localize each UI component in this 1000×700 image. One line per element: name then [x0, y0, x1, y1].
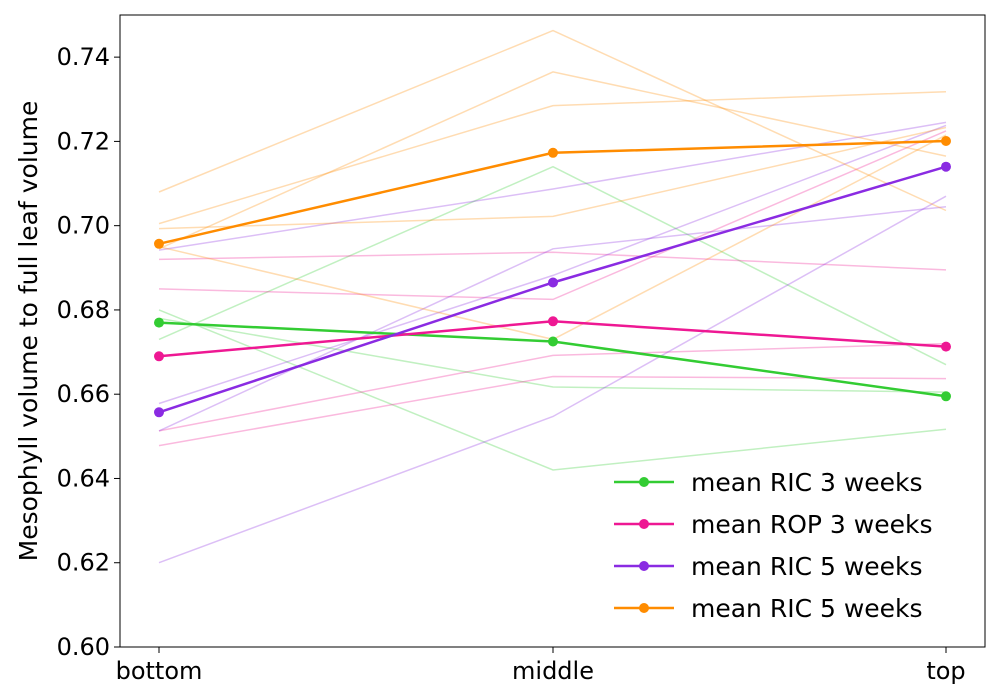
x-tick-label-top: top — [926, 657, 965, 685]
mean-point-3-1 — [548, 147, 558, 158]
legend-label-0: mean RIC 3 weeks — [691, 468, 923, 497]
legend-entry-3: mean RIC 5 weeks — [614, 594, 923, 623]
legend-swatch-marker-3 — [639, 603, 649, 613]
mean-point-0-2 — [941, 391, 951, 402]
individual-line-7 — [158, 195, 947, 564]
y-tick-label-7: 0.74 — [57, 43, 110, 71]
individual-line-0 — [158, 309, 947, 471]
y-axis-label: Mesophyll volume to full leaf volume — [14, 101, 43, 562]
y-tick-label-0: 0.60 — [57, 633, 110, 661]
mean-series-1 — [154, 316, 951, 362]
individual-line-12 — [158, 90, 947, 225]
legend-entry-2: mean RIC 5 weeks — [614, 552, 923, 581]
y-axis: 0.60 0.62 0.64 0.66 0.68 0.70 0.72 0.74 — [57, 43, 120, 661]
mean-series-3 — [154, 136, 951, 249]
mean-point-3-0 — [154, 238, 164, 249]
y-tick-label-1: 0.62 — [57, 549, 110, 577]
individual-line-9 — [158, 124, 947, 405]
legend-entry-0: mean RIC 3 weeks — [614, 468, 923, 497]
x-tick-label-middle: middle — [512, 657, 594, 685]
legend-entry-1: mean ROP 3 weeks — [614, 510, 932, 539]
mean-point-2-1 — [548, 277, 558, 288]
mean-point-3-2 — [941, 136, 951, 146]
mean-point-2-0 — [154, 407, 164, 418]
mean-series-2 — [154, 161, 951, 418]
mean-point-0-0 — [154, 317, 164, 328]
y-tick-label-3: 0.66 — [57, 380, 110, 408]
legend-label-3: mean RIC 5 weeks — [691, 594, 923, 623]
individual-line-1 — [158, 317, 947, 393]
legend-label-2: mean RIC 5 weeks — [691, 552, 923, 581]
legend-swatch-marker-1 — [639, 519, 649, 529]
mean-point-0-1 — [548, 336, 558, 347]
mean-lines — [154, 136, 951, 418]
mean-point-1-1 — [548, 316, 558, 327]
y-tick-label-5: 0.70 — [57, 212, 110, 240]
individual-line-13 — [158, 126, 947, 230]
legend-swatch-marker-0 — [639, 477, 649, 487]
legend-label-1: mean ROP 3 weeks — [691, 510, 932, 539]
legend-swatch-marker-2 — [639, 561, 649, 571]
x-tick-label-bottom: bottom — [116, 657, 203, 685]
mean-point-1-2 — [941, 341, 951, 352]
y-tick-label-2: 0.64 — [57, 464, 110, 492]
plot-area-background — [120, 15, 985, 647]
y-tick-label-6: 0.72 — [57, 127, 110, 155]
x-axis: bottom middle top — [116, 647, 966, 685]
individual-line-11 — [158, 29, 947, 212]
mean-point-1-0 — [154, 351, 164, 362]
individual-line-2 — [158, 165, 947, 366]
individual-line-14 — [158, 71, 947, 250]
individual-line-6 — [158, 251, 947, 271]
mean-series-0 — [154, 317, 951, 402]
individual-line-4 — [158, 342, 947, 432]
individual-line-5 — [158, 130, 947, 301]
legend: mean RIC 3 weeks mean ROP 3 weeks mean RIC… — [614, 468, 932, 623]
y-tick-label-4: 0.68 — [57, 296, 110, 324]
mean-point-2-2 — [941, 161, 951, 172]
